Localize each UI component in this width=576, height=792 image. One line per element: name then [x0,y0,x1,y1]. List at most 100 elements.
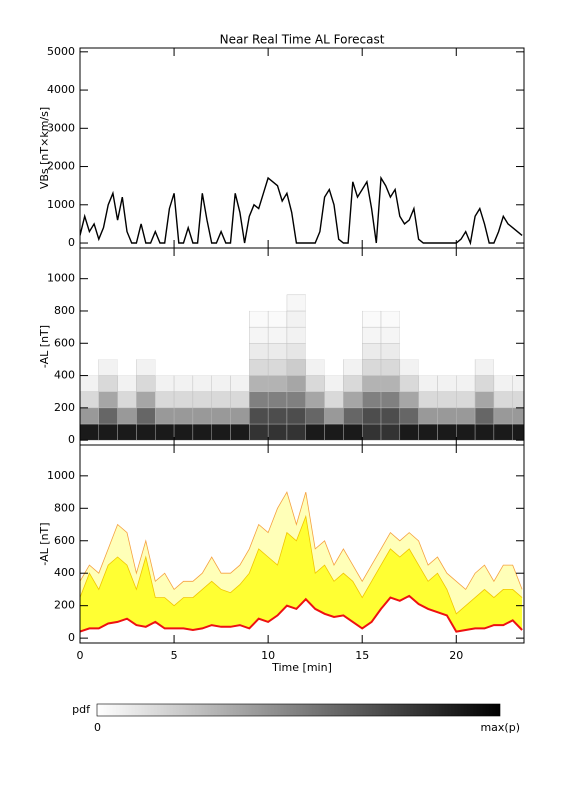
heatmap-cell [362,343,382,360]
heatmap-cell [456,343,476,360]
x-tick-label: 10 [261,649,275,662]
heatmap-cell [286,423,306,441]
heatmap-cell [399,343,419,360]
heatmap-cell [98,327,118,344]
heatmap-cell [437,359,457,376]
heatmap-cell [211,343,231,360]
heatmap-cell [343,423,363,441]
heatmap-cell [174,294,193,311]
heatmap-cell [136,294,156,311]
heatmap-cell [418,343,438,360]
heatmap-cell [456,327,476,344]
heatmap-cell [324,391,344,409]
plot-area [80,175,523,246]
x-axis-label: Time [min] [271,661,332,674]
heatmap-cell [305,310,325,328]
heatmap-cell [117,359,137,376]
heatmap-cell [493,359,513,376]
heatmap-cell [136,391,156,409]
x-tick-label: 20 [449,649,463,662]
heatmap-cell [343,407,363,425]
y-tick-label: 600 [54,336,75,349]
plot-area [80,491,523,633]
heatmap-cell [286,343,306,360]
heatmap-cell [155,310,175,328]
heatmap-cell [211,327,231,344]
heatmap-cell [286,375,306,392]
heatmap-cell [136,359,156,376]
y-tick-label: 400 [54,369,75,382]
heatmap-cell [362,326,382,344]
y-tick-label: 3000 [47,121,75,134]
heatmap-cell [418,327,438,344]
heatmap-cell [324,343,344,360]
y-axis-label: -AL [nT] [38,325,51,368]
heatmap-cell [117,294,137,311]
x-tick-label: 0 [77,649,84,662]
heatmap-cell [80,423,100,441]
heatmap-cell [362,423,382,441]
heatmap-cell [98,423,118,441]
heatmap-cell [136,343,156,360]
heatmap-cell [437,310,457,328]
heatmap-cell [399,375,419,392]
heatmap-cell [267,423,288,441]
heatmap-cell [230,407,250,425]
heatmap-cell [324,310,344,328]
median-line [80,594,523,633]
y-tick-label: 0 [68,631,75,644]
heatmap-cell [493,407,513,425]
heatmap-cell [474,359,495,376]
band-edge [80,514,523,615]
heatmap-cell [418,375,438,392]
heatmap-cell [437,407,457,425]
heatmap-cell [155,359,175,376]
heatmap-cell [343,359,363,376]
heatmap-cell [512,310,524,328]
colorbar-label: pdf [72,703,91,716]
heatmap-cell [380,375,401,392]
heatmap-cell [305,327,325,344]
heatmap-cell [286,326,306,344]
heatmap-cell [512,407,524,425]
panel-frame [79,47,525,249]
heatmap-cell [362,391,382,409]
heatmap-cell [380,310,401,328]
heatmap-cell [474,375,495,392]
heatmap-cell [267,326,288,344]
heatmap-cell [437,294,457,311]
heatmap-cell [268,294,287,311]
heatmap-cell [380,359,401,376]
heatmap-cell [98,343,118,360]
heatmap-cell [249,310,269,328]
heatmap-cell [380,391,401,409]
y-tick-label: 1000 [47,198,75,211]
heatmap-cell [136,407,156,425]
heatmap-cell [155,343,175,360]
y-tick-label: 0 [68,236,75,249]
heatmap-cell [286,310,306,328]
heatmap-cell [267,407,288,425]
heatmap-cell [249,391,269,409]
heatmap-cell [80,407,100,425]
heatmap-cell [80,327,99,344]
heatmap-cell [418,359,438,376]
heatmap-cell [174,327,193,344]
heatmap-cell [98,294,118,311]
data-line [80,175,523,246]
heatmap-cell [493,375,513,392]
heatmap-cell [80,375,100,392]
heatmap-cell [211,375,231,392]
heatmap-cell [249,423,269,441]
panel-frame [79,444,525,644]
heatmap-cell [80,294,99,311]
heatmap-cell [343,343,363,360]
heatmap-cell [98,359,118,376]
heatmap-cell [399,423,419,441]
heatmap-cell [399,391,419,409]
heatmap-cell [362,407,382,425]
heatmap-cell [324,375,344,392]
heatmap-cell [362,294,382,311]
heatmap-cell [192,327,212,344]
